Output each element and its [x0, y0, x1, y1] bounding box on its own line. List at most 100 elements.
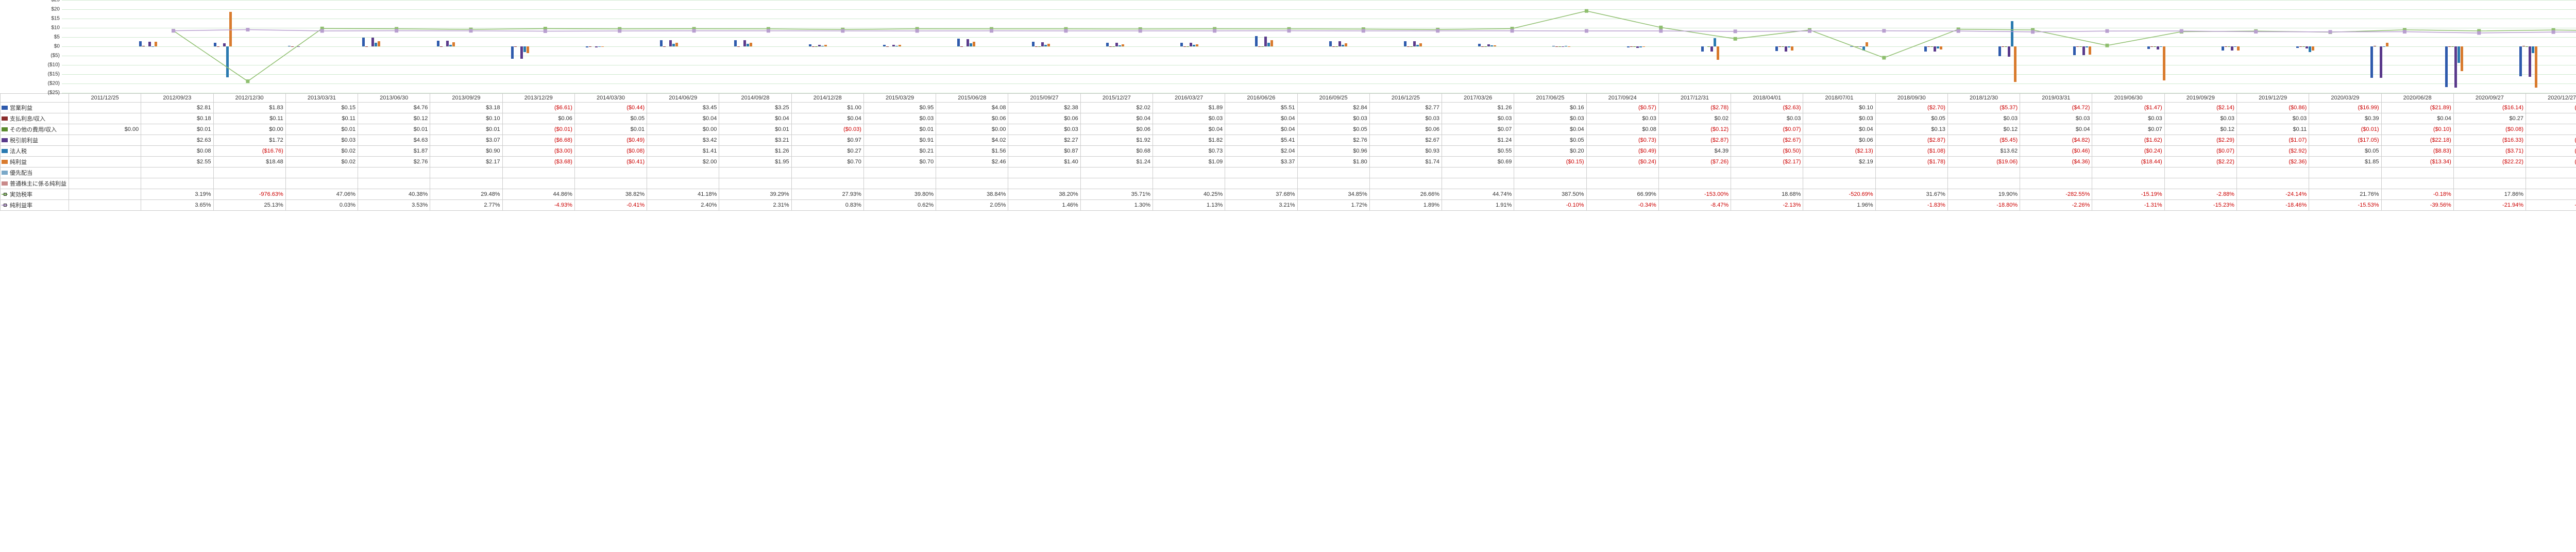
cell: ($6.61)	[502, 103, 574, 113]
cell	[1153, 168, 1225, 178]
cell: $0.91	[863, 135, 936, 146]
cell	[1875, 178, 1947, 189]
series-label: 優先配当	[1, 168, 69, 178]
cell: $2.38	[1008, 103, 1080, 113]
cell: ($0.01)	[502, 124, 574, 135]
cell: $0.07	[1442, 124, 1514, 135]
cell: $2.76	[1297, 135, 1369, 146]
cell	[1297, 168, 1369, 178]
cell	[69, 178, 141, 189]
cell: $5.51	[1225, 103, 1297, 113]
cell: -18.80%	[1947, 200, 2020, 211]
cell: $0.00	[647, 124, 719, 135]
cell: $0.05	[1875, 113, 1947, 124]
bar-tax	[375, 43, 377, 46]
period-header: 2016/06/26	[1225, 94, 1297, 103]
cell	[69, 103, 141, 113]
bar-net	[2535, 46, 2537, 88]
cell	[141, 178, 213, 189]
cell: 2.40%	[647, 200, 719, 211]
cell: ($1.07)	[2236, 135, 2309, 146]
cell: $2.77	[1369, 103, 1442, 113]
cell: ($3.71)	[2453, 146, 2526, 157]
cell	[574, 168, 647, 178]
cell: $0.11	[285, 113, 358, 124]
bar-op_income	[214, 43, 216, 46]
cell: $0.87	[1008, 146, 1080, 157]
cell: -0.30%	[2526, 189, 2576, 200]
bar-tax	[1937, 46, 1939, 48]
bar-tax	[1490, 45, 1493, 46]
cell: $0.11	[2236, 124, 2309, 135]
cell: ($2.36)	[2236, 157, 2309, 168]
cell: 66.99%	[1586, 189, 1658, 200]
y-left-tick: $15	[51, 16, 60, 22]
cell: $0.06	[1369, 124, 1442, 135]
cell: $5.41	[1225, 135, 1297, 146]
cell: $1.87	[358, 146, 430, 157]
bar-pretax	[892, 45, 895, 46]
cell: $0.20	[1514, 146, 1586, 157]
cell: -18.46%	[2236, 200, 2309, 211]
cell: 40.25%	[1153, 189, 1225, 200]
cell: 1.72%	[1297, 200, 1369, 211]
period-header: 2019/09/29	[2164, 94, 2236, 103]
bar-tax	[2011, 21, 2013, 46]
cell: ($2.63)	[1731, 103, 1803, 113]
bar-tax	[523, 46, 526, 52]
cell: ($0.44)	[574, 103, 647, 113]
cell: ($1.78)	[1875, 157, 1947, 168]
y-left-tick: $0	[54, 44, 60, 49]
cell: $0.12	[1947, 124, 2020, 135]
cell: $4.63	[358, 135, 430, 146]
cell: $0.15	[285, 103, 358, 113]
cell: $0.04	[1225, 124, 1297, 135]
cell: $0.04	[1803, 124, 1875, 135]
cell: 40.38%	[358, 189, 430, 200]
bar-op_income	[2296, 46, 2299, 48]
bar-net	[2089, 46, 2091, 55]
cell: $2.02	[1080, 103, 1153, 113]
cell: $0.01	[719, 124, 791, 135]
bar-net	[1494, 45, 1496, 46]
cell: ($7.26)	[1658, 157, 1731, 168]
cell: ($0.08)	[574, 146, 647, 157]
bar-op_income	[1032, 42, 1035, 46]
cell: ($18.44)	[2092, 157, 2164, 168]
cell: ($2.78)	[1658, 103, 1731, 113]
cell: $0.01	[358, 124, 430, 135]
cell: -0.10%	[1514, 200, 1586, 211]
cell: 44.74%	[1442, 189, 1514, 200]
cell: $2.63	[141, 135, 213, 146]
cell: ($0.49)	[1586, 146, 1658, 157]
cell: $2.76	[358, 157, 430, 168]
cell: $0.39	[2309, 113, 2381, 124]
period-header: 2014/12/28	[791, 94, 863, 103]
cell: 27.93%	[791, 189, 863, 200]
cell: 38.84%	[936, 189, 1008, 200]
cell: 39.80%	[863, 189, 936, 200]
cell: $1.09	[1153, 157, 1225, 168]
cell: 17.86%	[2453, 189, 2526, 200]
cell	[1731, 178, 1803, 189]
cell: $2.67	[1369, 135, 1442, 146]
bar-op_income	[2370, 46, 2373, 78]
cell	[69, 146, 141, 157]
y-left-tick: ($15)	[48, 72, 60, 77]
cell: $0.03	[1442, 113, 1514, 124]
cell	[69, 168, 141, 178]
cell	[430, 168, 502, 178]
cell: $0.12	[2164, 124, 2236, 135]
cell: $2.19	[1803, 157, 1875, 168]
bar-pretax	[1413, 41, 1416, 46]
cell: $2.84	[1297, 103, 1369, 113]
cell	[574, 178, 647, 189]
cell: $0.96	[1297, 146, 1369, 157]
cell: $1.40	[1008, 157, 1080, 168]
cell: $1.26	[1442, 103, 1514, 113]
cell: $3.42	[647, 135, 719, 146]
series-label: 実効税率	[1, 189, 69, 200]
cell: ($0.49)	[574, 135, 647, 146]
cell: -2.26%	[2020, 200, 2092, 211]
cell: $1.00	[791, 103, 863, 113]
